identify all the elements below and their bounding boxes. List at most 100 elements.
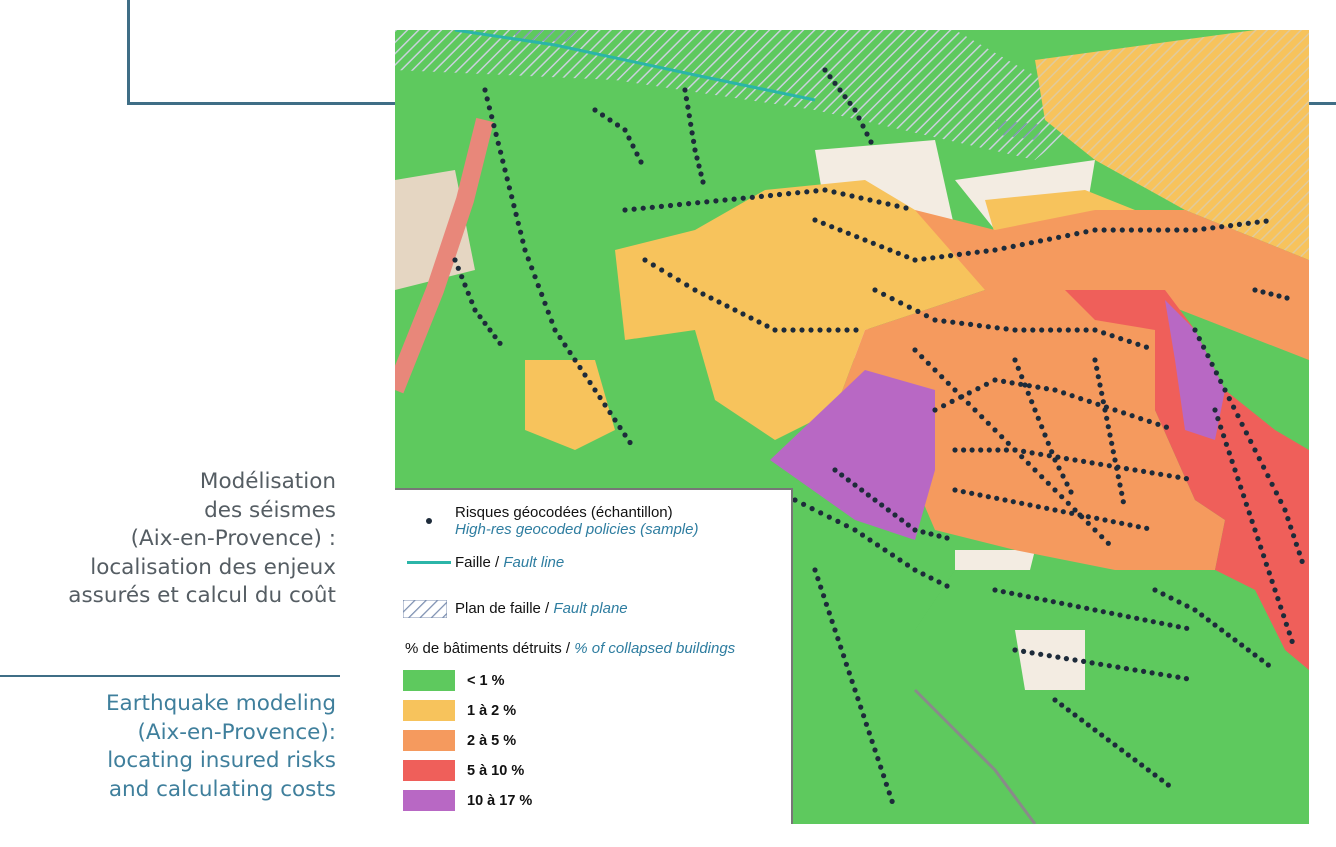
policy-dot — [459, 274, 465, 280]
policy-dot — [969, 447, 975, 453]
policy-dot — [1083, 229, 1089, 235]
policy-dot — [1152, 772, 1158, 778]
policy-dot — [1175, 474, 1181, 480]
policy-dot — [1085, 520, 1091, 526]
policy-dot — [1255, 536, 1261, 542]
policy-dot — [1168, 595, 1174, 601]
policy-dot — [886, 790, 892, 796]
policy-dot — [1167, 622, 1173, 628]
policy-dot — [1063, 456, 1069, 462]
policy-dot — [1102, 517, 1108, 523]
policy-dot — [1158, 471, 1164, 477]
policy-dot — [740, 195, 746, 201]
policy-dot — [1228, 223, 1234, 229]
policy-dot — [961, 447, 967, 453]
policy-dot — [493, 131, 499, 137]
policy-dot — [921, 256, 927, 262]
policy-dot — [822, 187, 828, 193]
policy-dot — [1044, 505, 1050, 511]
policy-dot — [511, 203, 517, 209]
policy-dot — [820, 220, 826, 226]
policy-dot — [903, 205, 909, 211]
policy-dot — [1072, 657, 1078, 663]
policy-dot — [1109, 333, 1115, 339]
policy-dot — [860, 123, 866, 129]
policy-dot — [852, 687, 858, 693]
policy-dot — [1269, 578, 1275, 585]
risk-map[interactable]: Risques géocodées (échantillon) High-res… — [395, 30, 1309, 824]
policy-dot — [952, 447, 958, 453]
policy-dot — [1121, 410, 1127, 416]
policy-dot — [452, 257, 458, 263]
policy-dot — [1055, 654, 1061, 660]
policy-dot — [486, 105, 492, 111]
policy-dot — [838, 644, 844, 650]
policy-dot — [684, 282, 690, 288]
policy-dot — [826, 610, 832, 616]
policy-dot — [792, 497, 798, 503]
policy-dot — [813, 188, 819, 194]
policy-dot — [889, 296, 895, 302]
policy-dot — [1030, 327, 1036, 333]
policy-dot — [965, 250, 971, 256]
policy-dot — [1212, 622, 1218, 628]
policy-dot — [858, 195, 864, 201]
policy-dot — [1117, 482, 1123, 488]
policy-dot — [1263, 218, 1269, 224]
policy-dot — [1029, 399, 1035, 405]
policy-dot — [1015, 365, 1021, 371]
policy-dot — [992, 377, 998, 383]
policy-dot — [1115, 664, 1121, 670]
policy-dot — [1046, 236, 1053, 242]
policy-dot — [1209, 361, 1215, 367]
policy-dot — [713, 198, 719, 204]
policy-dot — [799, 327, 805, 333]
policy-dot — [840, 191, 846, 197]
policy-dot — [881, 291, 887, 297]
policy-dot — [950, 319, 956, 325]
policy-dot — [1043, 386, 1049, 392]
policy-dot — [500, 158, 506, 164]
policy-dot — [1291, 533, 1297, 539]
policy-dot — [925, 360, 931, 366]
policy-dot — [898, 300, 904, 306]
policy-dot — [682, 87, 688, 93]
policy-dot — [1115, 474, 1121, 480]
policy-dot — [1106, 463, 1112, 469]
policy-dot — [859, 532, 866, 538]
policy-dot — [1143, 344, 1149, 350]
policy-dot — [1065, 500, 1071, 506]
policy-dot — [1165, 782, 1171, 788]
policy-dot — [983, 248, 989, 254]
policy-dot — [1289, 638, 1295, 645]
policy-dot — [1018, 381, 1024, 387]
zone-urban-7 — [1015, 630, 1085, 690]
policy-dot — [1100, 399, 1106, 405]
policy-dot — [1025, 390, 1031, 396]
policy-dot — [856, 115, 862, 121]
policy-dot — [1243, 501, 1249, 507]
policy-dot — [1102, 407, 1108, 413]
policy-dot-icon — [426, 518, 432, 524]
policy-dot — [832, 80, 838, 86]
policy-dot — [1296, 550, 1302, 556]
policy-dot — [826, 514, 832, 520]
policy-dot — [863, 721, 869, 727]
policy-dot — [1010, 499, 1016, 505]
policy-dot — [1283, 621, 1289, 627]
policy-dot — [1119, 490, 1125, 496]
policy-dot — [1050, 599, 1056, 605]
policy-dot — [650, 262, 656, 268]
policy-dot — [817, 327, 823, 333]
policy-dot — [1114, 465, 1120, 471]
policy-dot — [883, 781, 889, 787]
policy-dot — [515, 220, 521, 226]
policy-dot — [930, 255, 936, 261]
policy-dot — [1150, 619, 1156, 625]
policy-dot — [1232, 467, 1238, 473]
policy-dot — [1059, 600, 1065, 606]
legend-class-swatch — [403, 730, 455, 751]
policy-dot — [1205, 353, 1211, 359]
policy-dot — [1201, 226, 1207, 232]
policy-dot — [1021, 448, 1027, 454]
